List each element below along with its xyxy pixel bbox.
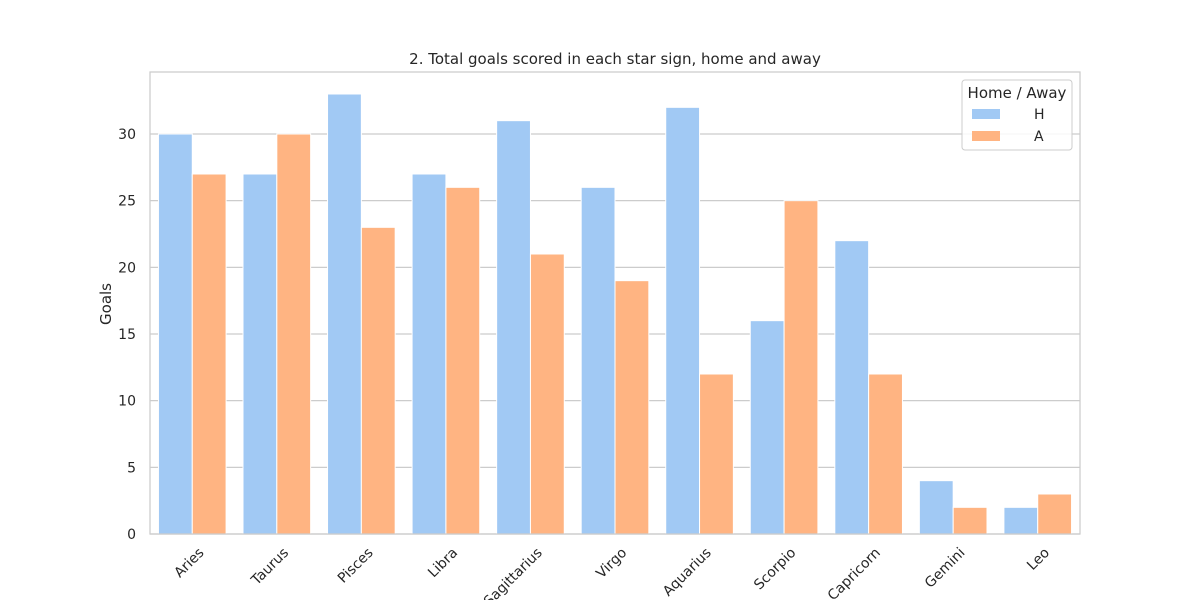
y-tick-label: 30 [118, 127, 136, 143]
bar-a-virgo [614, 280, 650, 535]
x-tick-label: Scorpio [751, 545, 799, 593]
bar-a-leo [1037, 493, 1073, 535]
bar-h-virgo [580, 186, 616, 535]
bar-a-capricorn [868, 373, 903, 535]
y-tick-label: 10 [118, 394, 136, 410]
x-tick-label: Libra [425, 545, 461, 581]
x-tick-label: Leo [1024, 545, 1053, 574]
y-axis-ticks: 0 5 10 15 20 25 30 [118, 127, 136, 543]
bar-h-pisces [327, 93, 362, 535]
bar-h-taurus [242, 173, 278, 535]
x-tick-label: Virgo [593, 545, 630, 582]
bar-h-aquarius [665, 106, 701, 535]
legend-swatch-h [972, 109, 1000, 119]
y-tick-label: 25 [118, 194, 136, 210]
legend: Home / Away HA [961, 79, 1073, 151]
chart-title: 2. Total goals scored in each star sign,… [409, 50, 821, 68]
y-axis-label: Goals [97, 283, 115, 325]
bar-h-aries [157, 133, 193, 535]
bars [157, 93, 1073, 535]
legend-label-h: H [1034, 107, 1045, 123]
plot-frame [149, 71, 1081, 535]
x-tick-label: Taurus [248, 545, 292, 589]
bar-h-sagittarius [496, 120, 531, 535]
bar-h-gemini [918, 480, 954, 535]
x-tick-label: Capricorn [825, 545, 884, 600]
bar-a-aquarius [699, 373, 734, 535]
y-tick-label: 5 [127, 460, 136, 476]
y-tick-label: 15 [118, 327, 136, 343]
legend-swatch-a [972, 131, 1000, 141]
x-tick-label: Sagittarius [481, 545, 546, 600]
legend-title: Home / Away [968, 84, 1067, 102]
bar-h-capricorn [834, 240, 870, 535]
bar-a-gemini [952, 506, 988, 535]
bar-a-pisces [360, 226, 396, 535]
x-tick-label: Aquarius [660, 545, 715, 600]
y-tick-label: 0 [127, 527, 136, 543]
bar-h-leo [1003, 506, 1039, 535]
x-tick-label: Pisces [335, 545, 377, 587]
bar-a-libra [445, 186, 481, 535]
x-tick-label: Gemini [922, 545, 969, 592]
bar-a-sagittarius [529, 253, 565, 535]
bar-a-scorpio [783, 200, 819, 535]
bar-a-taurus [276, 133, 312, 535]
bar-h-libra [411, 173, 447, 535]
x-tick-label: Aries [171, 545, 207, 581]
legend-label-a: A [1034, 129, 1044, 145]
bar-h-scorpio [749, 320, 785, 535]
y-tick-label: 20 [118, 260, 136, 276]
bar-a-aries [191, 173, 227, 535]
x-axis-ticks: Aries Taurus Pisces Libra Sagittarius Virgo Aq… [171, 545, 1053, 600]
